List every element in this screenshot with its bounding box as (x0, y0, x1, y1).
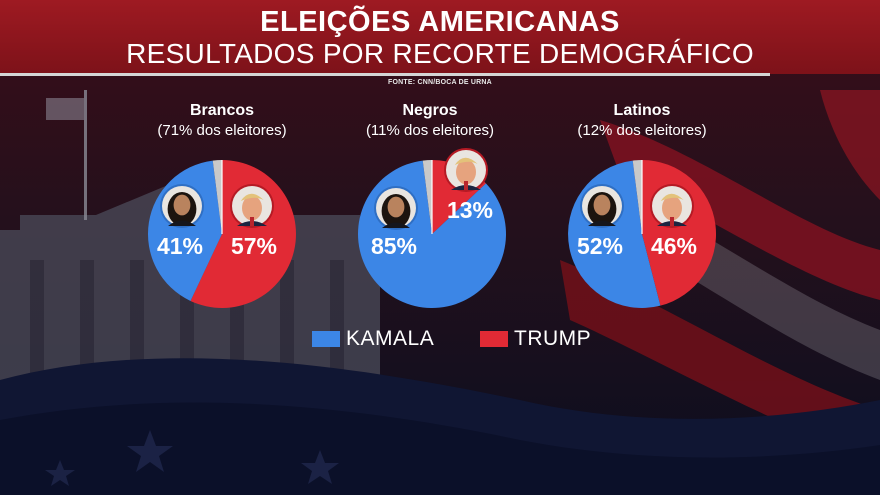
flagpole-decoration (84, 90, 87, 220)
data-label-kamala: 41% (157, 233, 203, 259)
source-note: FONTE: CNN/BOCA DE URNA (388, 79, 492, 86)
data-label-kamala: 85% (371, 233, 417, 259)
kamala-portrait-icon (374, 186, 418, 230)
pie-chart-latinos: 52% 46% (568, 160, 717, 308)
pie-chart-negros: 85% 13% (357, 148, 506, 308)
data-label-trump: 46% (651, 233, 697, 259)
waving-flag-foreground (0, 358, 880, 495)
data-label-trump: 57% (231, 233, 277, 259)
legend-label-trump: TRUMP (514, 327, 592, 350)
group-subtitle-negros: (11% dos eleitores) (365, 122, 495, 139)
kamala-portrait-icon (580, 184, 624, 228)
legend-item-kamala: KAMALA (312, 327, 435, 350)
slice-other (212, 160, 222, 234)
legend-swatch-kamala (312, 331, 340, 347)
legend-item-trump: TRUMP (480, 327, 592, 350)
group-subtitle-latinos: (12% dos eleitores) (577, 122, 707, 139)
kamala-portrait-icon (160, 184, 204, 228)
header-divider (0, 73, 770, 76)
slice-other (632, 160, 642, 234)
pie-chart-brancos: 41% 57% (147, 160, 296, 308)
data-label-kamala: 52% (577, 233, 623, 259)
trump-portrait-icon (444, 148, 488, 192)
legend-label-kamala: KAMALA (346, 327, 435, 350)
trump-portrait-icon (230, 184, 274, 228)
group-title-latinos: Latinos (613, 102, 671, 119)
group-subtitle-brancos: (71% dos eleitores) (157, 122, 287, 139)
group-title-brancos: Brancos (189, 102, 255, 119)
trump-portrait-icon (650, 184, 694, 228)
data-label-trump: 13% (447, 197, 493, 223)
page-subtitle: RESULTADOS POR RECORTE DEMOGRÁFICO (126, 38, 754, 69)
page-title: ELEIÇÕES AMERICANAS (260, 6, 620, 38)
header-banner: ELEIÇÕES AMERICANAS RESULTADOS POR RECOR… (0, 0, 880, 74)
group-title-negros: Negros (402, 102, 458, 119)
slice-other (422, 160, 432, 234)
legend-swatch-trump (480, 331, 508, 347)
